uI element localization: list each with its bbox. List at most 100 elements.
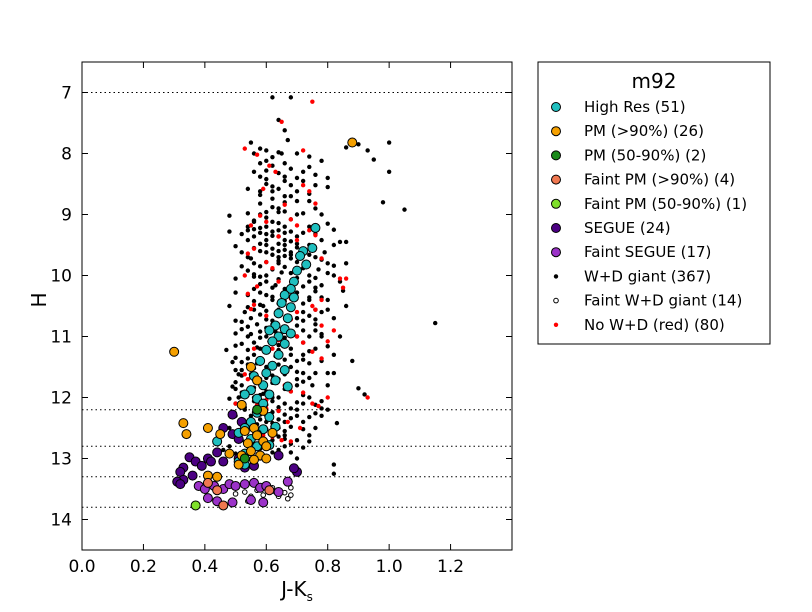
point-no-w-d-red-80 (261, 186, 266, 192)
point-pm-90-26 (178, 418, 189, 429)
point-w-d-giant-367 (248, 331, 254, 337)
point-w-d-giant-367 (294, 175, 300, 181)
point-w-d-giant-367 (362, 392, 367, 397)
y-tick-label: 9 (61, 206, 72, 226)
point-w-d-giant-367 (288, 424, 294, 429)
point-w-d-giant-367 (337, 239, 343, 245)
point-faint-pm-90-4 (264, 485, 275, 496)
point-w-d-giant-367 (264, 279, 269, 284)
point-w-d-giant-367 (282, 286, 287, 292)
point-w-d-giant-367 (264, 224, 269, 229)
point-w-d-giant-367 (386, 169, 392, 174)
point-w-d-giant-367 (294, 151, 300, 156)
point-w-d-giant-367 (282, 253, 287, 259)
x-tick-label: 0.8 (314, 557, 341, 577)
point-pm-90-26 (245, 446, 256, 457)
point-w-d-giant-367 (294, 358, 300, 364)
point-pm-90-26 (261, 453, 272, 464)
point-w-d-giant-367 (245, 228, 251, 233)
point-w-d-giant-367 (251, 261, 257, 266)
point-w-d-giant-367 (273, 283, 278, 288)
point-w-d-giant-367 (300, 401, 306, 406)
point-high-res-51 (279, 365, 290, 376)
point-w-d-giant-367 (257, 225, 263, 231)
point-w-d-giant-367 (264, 215, 269, 220)
point-w-d-giant-367 (239, 231, 244, 237)
point-w-d-giant-367 (270, 204, 275, 210)
legend-marker-high-res-51 (551, 102, 561, 112)
point-no-w-d-red-80 (343, 276, 349, 281)
point-faint-segue-17 (227, 497, 238, 508)
point-w-d-giant-367 (257, 248, 263, 254)
point-w-d-giant-367 (264, 273, 269, 278)
point-w-d-giant-367 (343, 145, 349, 150)
point-w-d-giant-367 (251, 169, 257, 174)
point-w-d-giant-367 (282, 428, 287, 434)
point-w-d-giant-367 (251, 226, 257, 232)
point-no-w-d-red-80 (313, 233, 318, 238)
point-no-w-d-red-80 (279, 119, 284, 124)
point-w-d-giant-367 (276, 405, 281, 410)
point-w-d-giant-367 (343, 239, 349, 245)
point-high-res-51 (255, 355, 266, 366)
legend-marker-faint-w-d-giant-14 (553, 297, 559, 304)
point-w-d-giant-367 (254, 322, 260, 327)
point-w-d-giant-367 (307, 375, 312, 381)
point-w-d-giant-367 (257, 329, 263, 334)
point-w-d-giant-367 (294, 245, 300, 250)
point-no-w-d-red-80 (310, 99, 315, 104)
point-w-d-giant-367 (251, 219, 257, 225)
legend-label-segue-24: SEGUE (24) (584, 219, 671, 237)
point-w-d-giant-367 (402, 207, 407, 212)
point-w-d-giant-367 (257, 302, 263, 307)
point-w-d-giant-367 (288, 183, 294, 188)
point-w-d-giant-367 (313, 317, 318, 322)
point-w-d-giant-367 (294, 241, 300, 246)
point-w-d-giant-367 (288, 194, 294, 199)
point-high-res-51 (285, 328, 296, 339)
point-no-w-d-red-80 (319, 323, 324, 328)
point-no-w-d-red-80 (325, 339, 330, 344)
point-high-res-51 (285, 283, 296, 294)
point-faint-segue-17 (202, 493, 213, 504)
point-high-res-51 (267, 360, 278, 371)
point-w-d-giant-367 (270, 398, 275, 404)
point-w-d-giant-367 (257, 312, 263, 317)
y-tick-label: 7 (61, 84, 72, 104)
point-w-d-giant-367 (257, 192, 263, 198)
point-high-res-51 (273, 308, 284, 319)
point-w-d-giant-367 (294, 316, 300, 321)
point-high-res-51 (261, 368, 272, 379)
point-w-d-giant-367 (270, 196, 275, 201)
point-w-d-giant-367 (350, 358, 355, 364)
point-faint-segue-17 (230, 480, 241, 491)
point-faint-w-d-giant-14 (260, 492, 267, 498)
point-w-d-giant-367 (233, 290, 238, 295)
point-w-d-giant-367 (307, 439, 312, 444)
point-faint-w-d-giant-14 (241, 489, 248, 495)
point-w-d-giant-367 (340, 288, 346, 293)
point-w-d-giant-367 (239, 341, 244, 347)
x-axis-label-subscript: s (307, 590, 313, 604)
point-w-d-giant-367 (313, 289, 318, 294)
point-w-d-giant-367 (343, 303, 349, 309)
point-w-d-giant-367 (313, 346, 318, 351)
point-faint-segue-17 (282, 476, 293, 487)
point-no-w-d-red-80 (313, 307, 318, 312)
point-no-w-d-red-80 (242, 273, 247, 278)
point-w-d-giant-367 (282, 419, 287, 425)
point-w-d-giant-367 (313, 322, 318, 327)
point-w-d-giant-367 (257, 189, 263, 194)
point-w-d-giant-367 (264, 181, 269, 187)
point-w-d-giant-367 (288, 256, 294, 261)
point-w-d-giant-367 (300, 370, 306, 376)
point-w-d-giant-367 (257, 201, 263, 206)
point-no-w-d-red-80 (264, 219, 269, 225)
point-w-d-giant-367 (300, 318, 306, 323)
point-w-d-giant-367 (282, 178, 287, 184)
point-w-d-giant-367 (264, 231, 269, 237)
point-no-w-d-red-80 (316, 403, 321, 409)
point-w-d-giant-367 (294, 456, 300, 461)
point-w-d-giant-367 (257, 335, 263, 340)
point-w-d-giant-367 (270, 95, 275, 100)
